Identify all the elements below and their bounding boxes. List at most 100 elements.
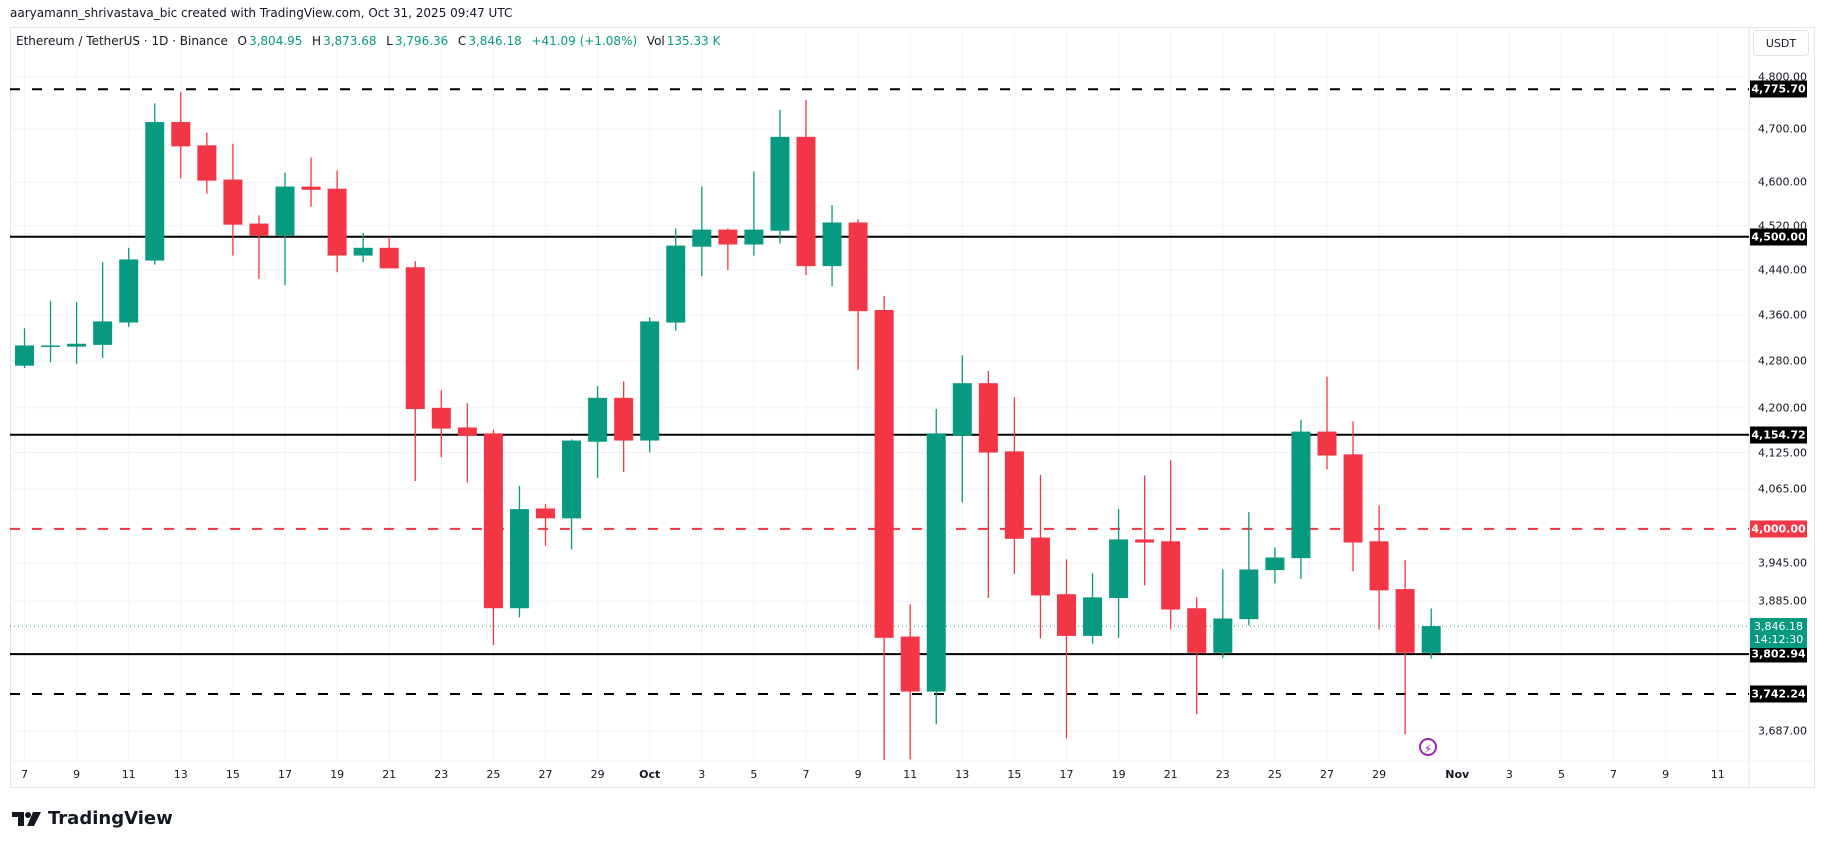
time-tick-label: Nov — [1445, 768, 1470, 781]
candle-body — [588, 397, 608, 442]
time-tick-label: 7 — [1610, 768, 1618, 781]
logo-text: TradingView — [48, 808, 173, 829]
candle-body — [692, 229, 712, 247]
time-tick-label: 27 — [538, 768, 553, 781]
time-tick-label: 17 — [1059, 768, 1074, 781]
time-tick-label: 9 — [854, 768, 862, 781]
time-tick-label: 13 — [173, 768, 188, 781]
chart-credit: aaryamann_shrivastava_bic created with T… — [10, 6, 513, 20]
candle-body — [1395, 589, 1415, 653]
time-tick-label: 9 — [73, 768, 81, 781]
price-tick-label: 4,125.00 — [1758, 446, 1807, 460]
candle-body — [457, 427, 477, 436]
candle-body — [1265, 557, 1285, 571]
price-tick-label: 3,945.00 — [1758, 556, 1807, 570]
volume-value: 135.33 K — [666, 34, 721, 48]
time-tick-label: 3 — [698, 768, 706, 781]
time-tick-label: 9 — [1662, 768, 1670, 781]
candle-body — [405, 267, 425, 410]
high-value: 3,873.68 — [323, 34, 377, 48]
price-tick-label: 4,280.00 — [1758, 354, 1807, 368]
level-price-label: 3,802.94 — [1750, 645, 1807, 663]
candle-body — [1421, 626, 1441, 653]
candle-body — [301, 186, 321, 190]
candle-body — [640, 321, 660, 441]
candle-body — [1083, 597, 1103, 636]
currency-button[interactable]: USDT — [1753, 30, 1809, 56]
candle-body — [952, 383, 972, 436]
price-tick-label: 4,200.00 — [1758, 401, 1807, 415]
close-label: C — [457, 34, 467, 48]
candle-body — [562, 440, 582, 519]
candle-body — [327, 188, 347, 256]
candle-body — [483, 433, 503, 609]
candle-body — [379, 247, 399, 269]
low-label: L — [386, 34, 393, 48]
candle-body — [1161, 541, 1181, 610]
volume-label: Vol — [646, 34, 665, 48]
candle-body — [1317, 431, 1337, 456]
candle-body — [900, 636, 920, 692]
candle-body — [145, 122, 165, 261]
candle-body — [171, 122, 191, 147]
candle-body — [431, 407, 451, 429]
time-tick-label: 23 — [1215, 768, 1230, 781]
candle-body — [93, 321, 113, 345]
time-tick-label: 15 — [1007, 768, 1022, 781]
tradingview-logo[interactable]: TradingView — [12, 808, 173, 829]
price-tick-label: 4,800.00 — [1758, 70, 1807, 84]
candle-body — [249, 223, 269, 236]
candle-body — [848, 222, 868, 312]
time-tick-label: 5 — [750, 768, 758, 781]
candle-body — [718, 229, 738, 245]
price-tick-label: 3,687.00 — [1758, 724, 1807, 738]
price-tick-label: 4,440.00 — [1758, 263, 1807, 277]
time-tick-label: 25 — [1267, 768, 1282, 781]
time-tick-label: 5 — [1557, 768, 1565, 781]
open-value: 3,804.95 — [248, 34, 303, 48]
tradingview-logo-icon — [12, 811, 41, 826]
price-tick-label: 4,360.00 — [1758, 308, 1807, 322]
time-tick-label: 25 — [486, 768, 501, 781]
candle-body — [1213, 618, 1233, 653]
time-tick-label: 27 — [1320, 768, 1334, 781]
last-price-value: 3,846.18 — [1754, 620, 1803, 634]
candle-body — [1135, 539, 1155, 543]
level-price-label: 3,742.24 — [1750, 685, 1807, 703]
candle-body — [1343, 454, 1363, 543]
candle-body — [1369, 541, 1389, 591]
candle-body — [223, 179, 243, 225]
candle-body — [1239, 569, 1259, 620]
level-price-label: 4,500.00 — [1750, 228, 1807, 246]
candle-body — [796, 136, 816, 267]
candle-body — [275, 186, 295, 236]
close-value: 3,846.18 — [468, 34, 522, 48]
candle-body — [926, 433, 946, 692]
time-tick-label: 23 — [434, 768, 449, 781]
candle-body — [67, 343, 87, 347]
level-price-label: 4,775.70 — [1750, 80, 1807, 98]
candle-body — [1291, 431, 1311, 559]
candle-body — [666, 245, 686, 323]
time-tick-label: 7 — [802, 768, 810, 781]
symbol-title[interactable]: Ethereum / TetherUS · 1D · Binance — [16, 34, 228, 48]
candle-body — [1030, 537, 1050, 596]
candle-body — [978, 383, 998, 453]
bar-countdown: 14:12:30 — [1753, 633, 1804, 647]
candle-body — [614, 397, 634, 441]
time-tick-label: 21 — [382, 768, 397, 781]
time-tick-label: 19 — [330, 768, 345, 781]
time-tick-label: 11 — [121, 768, 136, 781]
lightning-icon[interactable]: ⚡ — [1419, 738, 1437, 756]
time-tick-label: 3 — [1505, 768, 1513, 781]
time-tick-label: 19 — [1111, 768, 1126, 781]
level-price-label: 4,154.72 — [1750, 426, 1807, 444]
last-price-label: 3,846.18 14:12:30 — [1750, 618, 1807, 649]
price-tick-label: 3,885.00 — [1758, 594, 1807, 608]
level-price-label: 4,000.00 — [1750, 520, 1807, 538]
time-tick-label: 29 — [590, 768, 605, 781]
candle-body — [770, 136, 790, 231]
time-tick-label: 21 — [1163, 768, 1178, 781]
candle-body — [15, 345, 34, 366]
